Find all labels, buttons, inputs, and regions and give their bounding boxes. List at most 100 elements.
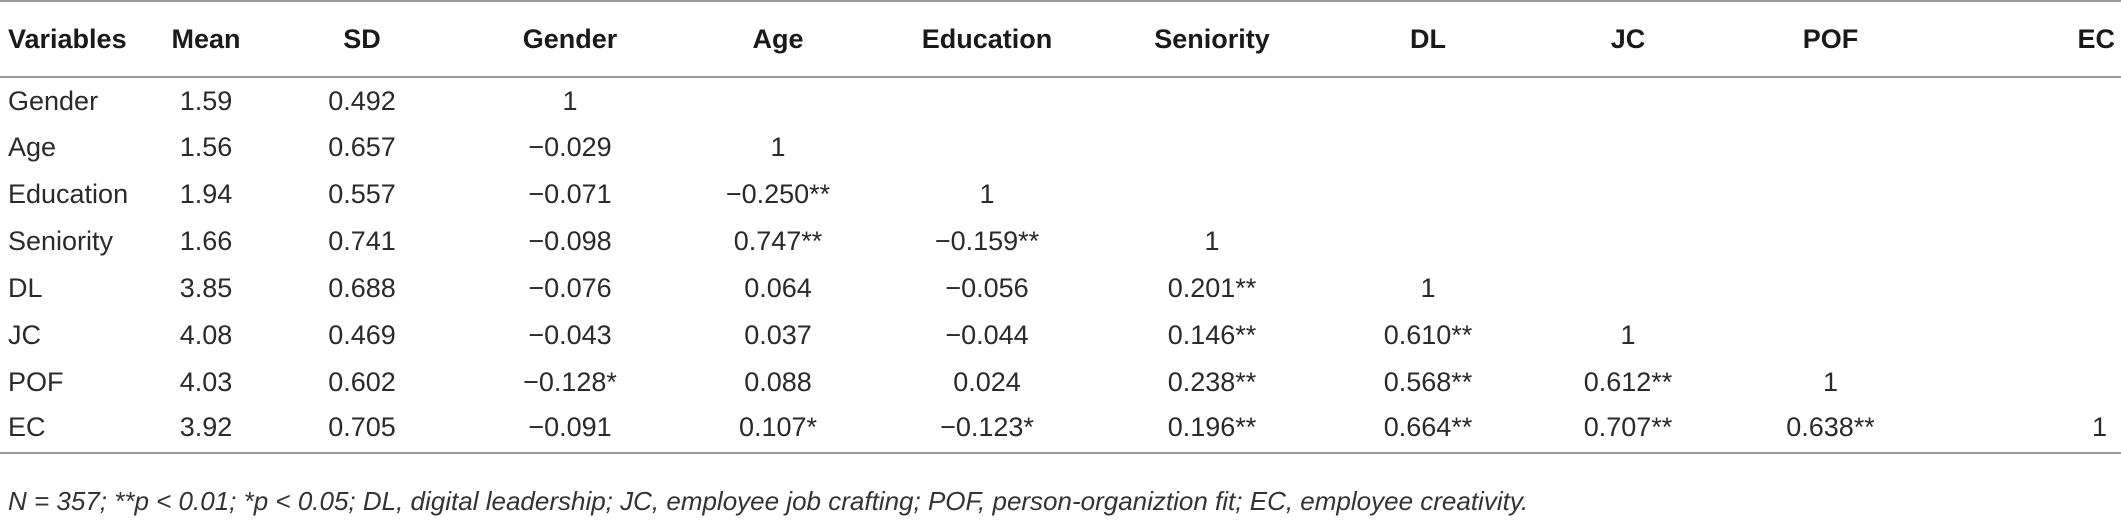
- cell-pof: [1728, 312, 1933, 359]
- cell-mean: 3.92: [150, 406, 262, 454]
- table-row: DL 3.85 0.688 −0.076 0.064 −0.056 0.201** 1: [0, 265, 2121, 312]
- cell-jc: 0.707**: [1528, 406, 1728, 454]
- column-header-seniority: Seniority: [1096, 0, 1328, 78]
- cell-mean: 1.94: [179, 179, 233, 209]
- cell-pof: 1: [1822, 367, 1839, 397]
- cell-sd: 0.492: [328, 85, 396, 116]
- cell-education: 1: [979, 179, 995, 209]
- cell-age: 0.037: [744, 320, 812, 350]
- cell-variable: DL: [8, 273, 43, 303]
- cell-seniority: 0.146**: [1167, 320, 1257, 350]
- cell-gender: −0.029: [528, 132, 612, 162]
- cell-dl: 0.610**: [1383, 320, 1473, 350]
- cell-age: −0.250**: [725, 179, 831, 209]
- cell-jc: [1528, 171, 1728, 218]
- cell-variable: EC: [0, 406, 150, 454]
- cell-education: [878, 124, 1096, 171]
- cell-pof: [1728, 171, 1933, 218]
- cell-variable: JC: [8, 320, 41, 350]
- table-row: Seniority 1.66 0.741 −0.098 0.747** −0.159** 1: [0, 218, 2121, 265]
- cell-seniority: [1096, 124, 1328, 171]
- cell-ec: [1933, 218, 2121, 265]
- table-row: Education 1.94 0.557 −0.071 −0.250** 1: [0, 171, 2121, 218]
- cell-mean: 3.85: [179, 273, 233, 303]
- cell-mean: 1.59: [179, 85, 233, 116]
- cell-age: 1: [770, 132, 786, 162]
- cell-jc: [1528, 265, 1728, 312]
- cell-ec: [1933, 312, 2121, 359]
- cell-age: 0.107*: [678, 406, 878, 454]
- table-row: POF 4.03 0.602 −0.128* 0.088 0.024 0.238** 0.56…: [0, 359, 2121, 406]
- cell-dl: 0.664**: [1328, 406, 1528, 454]
- column-header-sd: SD: [262, 0, 462, 78]
- cell-age: 0.747**: [733, 226, 823, 256]
- cell-age: 0.088: [744, 367, 812, 397]
- table-row: Gender 1.59 0.492 1: [0, 77, 2121, 124]
- cell-dl: 0.568**: [1383, 367, 1473, 397]
- cell-seniority: 1: [1204, 226, 1220, 256]
- cell-gender: −0.043: [528, 320, 612, 350]
- cell-seniority: 0.196**: [1096, 406, 1328, 454]
- cell-sd: 0.657: [328, 132, 396, 162]
- cell-education: −0.056: [945, 273, 1029, 303]
- column-header-dl: DL: [1328, 0, 1528, 78]
- cell-jc: [1528, 77, 1728, 124]
- cell-gender: −0.076: [528, 273, 612, 303]
- cell-mean: 1.56: [179, 132, 233, 162]
- correlation-table: Variables Mean SD Gender Age Education S…: [0, 0, 2121, 454]
- cell-sd: 0.469: [328, 320, 396, 350]
- table-row: EC 3.92 0.705 −0.091 0.107* −0.123* 0.196** 0.6…: [0, 406, 2121, 454]
- cell-seniority: 0.238**: [1167, 367, 1257, 397]
- cell-sd: 0.557: [328, 179, 396, 209]
- table-header-row: Variables Mean SD Gender Age Education S…: [0, 0, 2121, 78]
- cell-pof: [1728, 124, 1933, 171]
- cell-variable: Seniority: [8, 226, 114, 256]
- cell-variable: POF: [8, 367, 64, 397]
- cell-gender: −0.128*: [523, 367, 617, 397]
- cell-education: −0.123*: [878, 406, 1096, 454]
- table-row: Age 1.56 0.657 −0.029 1: [0, 124, 2121, 171]
- table-row: JC 4.08 0.469 −0.043 0.037 −0.044 0.146** 0.610…: [0, 312, 2121, 359]
- cell-variable: Education: [8, 179, 129, 209]
- cell-pof: [1728, 77, 1933, 124]
- cell-variable: Age: [8, 132, 57, 162]
- cell-jc: [1528, 218, 1728, 265]
- column-header-pof: POF: [1728, 0, 1933, 78]
- cell-education: [878, 77, 1096, 124]
- cell-pof: 0.638**: [1728, 406, 1933, 454]
- cell-mean: 4.08: [179, 320, 233, 350]
- cell-ec: 1: [1933, 406, 2121, 454]
- correlation-table-container: Variables Mean SD Gender Age Education S…: [0, 0, 2121, 516]
- column-header-education: Education: [878, 0, 1096, 78]
- cell-mean: 1.66: [179, 226, 233, 256]
- cell-ec: [1933, 265, 2121, 312]
- column-header-gender: Gender: [462, 0, 678, 78]
- column-header-variables: Variables: [0, 0, 150, 78]
- cell-gender: 1: [562, 85, 578, 116]
- column-header-ec: EC: [1933, 0, 2121, 78]
- cell-sd: 0.688: [328, 273, 396, 303]
- table-body: Gender 1.59 0.492 1 Age 1.56 0.657 −0.029 1 Educa…: [0, 77, 2121, 454]
- cell-jc: 1: [1620, 320, 1636, 350]
- cell-jc: [1528, 124, 1728, 171]
- cell-age: [678, 77, 878, 124]
- cell-seniority: 0.201**: [1167, 273, 1257, 303]
- cell-education: −0.159**: [934, 226, 1040, 256]
- cell-dl: [1328, 77, 1528, 124]
- cell-dl: 1: [1420, 273, 1436, 303]
- column-header-age: Age: [678, 0, 878, 78]
- cell-variable: Gender: [8, 85, 99, 116]
- cell-mean: 4.03: [179, 367, 233, 397]
- column-header-mean: Mean: [150, 0, 262, 78]
- cell-ec: [1933, 124, 2121, 171]
- column-header-jc: JC: [1528, 0, 1728, 78]
- cell-ec: [1933, 77, 2121, 124]
- cell-seniority: [1096, 171, 1328, 218]
- cell-sd: 0.741: [328, 226, 396, 256]
- cell-pof: [1728, 218, 1933, 265]
- cell-education: 0.024: [953, 367, 1021, 397]
- cell-dl: [1328, 171, 1528, 218]
- cell-ec: [1933, 171, 2121, 218]
- cell-jc: 0.612**: [1583, 367, 1673, 397]
- cell-seniority: [1096, 77, 1328, 124]
